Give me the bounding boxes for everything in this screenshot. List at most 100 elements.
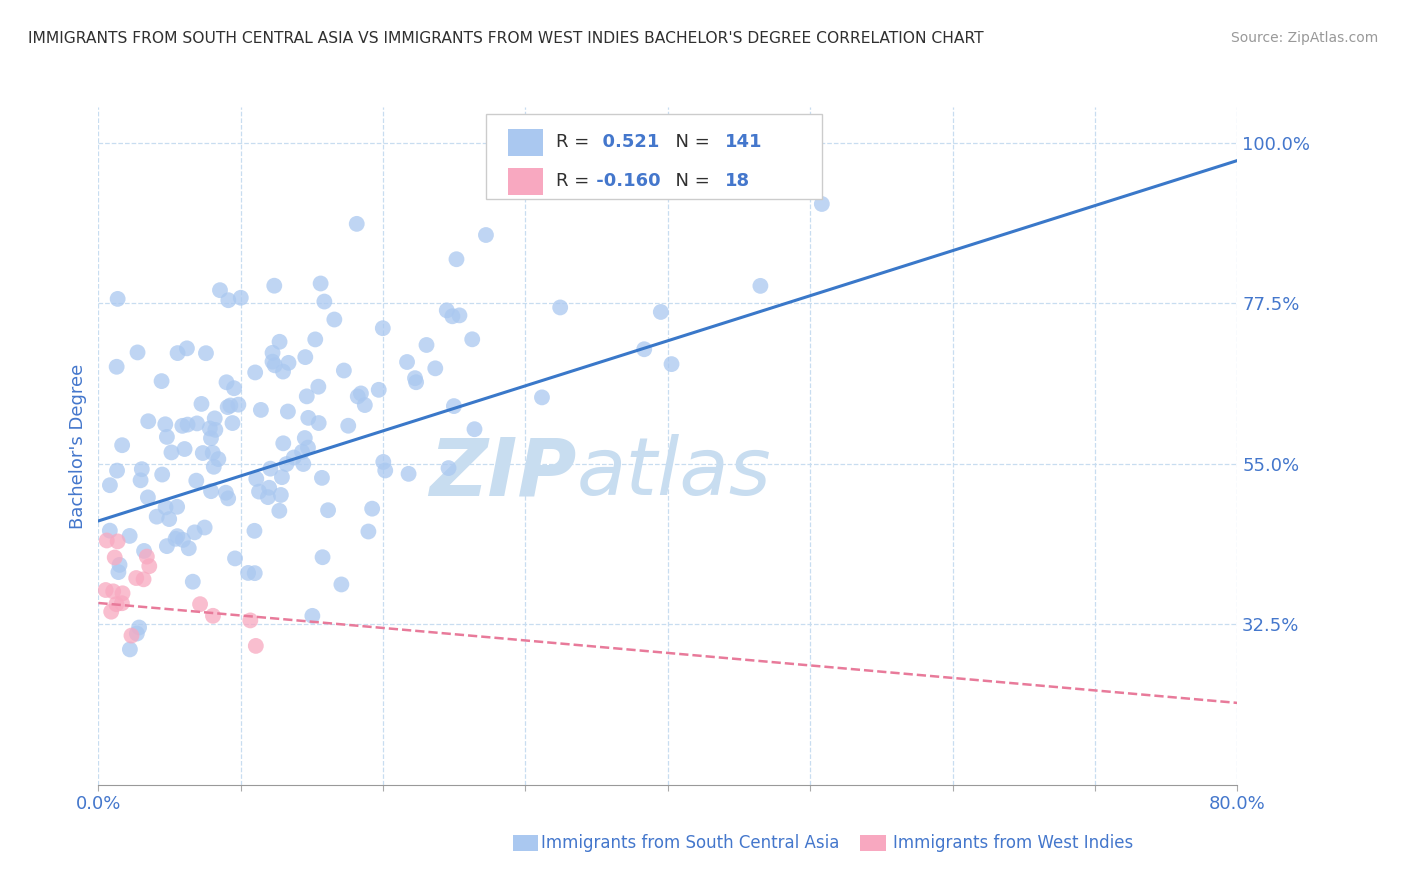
Point: [271, 436, 294, 450]
Point: [125, 571, 148, 585]
Point: [207, 452, 229, 467]
Point: [111, 586, 134, 600]
Point: [150, 467, 173, 482]
Point: [157, 512, 180, 526]
Point: [138, 559, 160, 574]
Point: [194, 520, 217, 534]
Point: [188, 597, 211, 611]
Point: [436, 303, 458, 318]
Point: [105, 597, 128, 611]
Point: [190, 397, 212, 411]
Point: [441, 310, 464, 324]
Point: [229, 291, 252, 305]
Text: 18: 18: [725, 172, 749, 190]
Y-axis label: Bachelor's Degree: Bachelor's Degree: [69, 363, 87, 529]
FancyBboxPatch shape: [509, 168, 543, 194]
Point: [245, 472, 267, 486]
Point: [371, 321, 394, 335]
Point: [160, 445, 183, 459]
Point: [811, 197, 834, 211]
Point: [131, 462, 153, 476]
Point: [243, 524, 266, 538]
Point: [194, 346, 217, 360]
Point: [277, 404, 299, 418]
Point: [316, 503, 339, 517]
Point: [94, 582, 117, 597]
Point: [121, 629, 143, 643]
Point: [200, 431, 222, 445]
Point: [415, 338, 437, 352]
Point: [104, 550, 127, 565]
Point: [107, 292, 129, 306]
Text: 141: 141: [725, 133, 762, 151]
Point: [245, 639, 267, 653]
Point: [145, 509, 167, 524]
Point: [228, 398, 250, 412]
Point: [165, 532, 187, 546]
Point: [150, 374, 173, 388]
Point: [301, 608, 323, 623]
Bar: [860, 835, 886, 851]
Point: [166, 346, 188, 360]
Point: [222, 381, 245, 395]
Point: [307, 380, 329, 394]
Point: [530, 390, 553, 404]
Point: [425, 361, 447, 376]
Point: [118, 529, 141, 543]
Point: [257, 490, 280, 504]
Point: [156, 430, 179, 444]
Point: [350, 386, 373, 401]
Point: [314, 294, 336, 309]
Point: [373, 455, 395, 469]
Point: [446, 252, 468, 267]
FancyBboxPatch shape: [509, 128, 543, 156]
Point: [215, 485, 238, 500]
Point: [270, 488, 292, 502]
Point: [262, 354, 284, 368]
Point: [125, 626, 148, 640]
Point: [186, 474, 208, 488]
Point: [128, 620, 150, 634]
Point: [294, 431, 316, 445]
Point: [215, 376, 238, 390]
Point: [277, 356, 299, 370]
Point: [224, 551, 246, 566]
Text: Immigrants from West Indies: Immigrants from West Indies: [872, 834, 1133, 852]
Point: [183, 525, 205, 540]
Point: [98, 478, 121, 492]
Point: [135, 549, 157, 564]
Point: [357, 524, 380, 539]
Point: [136, 414, 159, 428]
Point: [250, 403, 273, 417]
Point: [236, 566, 259, 580]
Point: [155, 417, 177, 432]
Point: [404, 371, 426, 385]
Point: [96, 533, 118, 548]
Point: [311, 550, 333, 565]
Point: [548, 301, 571, 315]
Point: [98, 524, 121, 538]
Point: [217, 293, 239, 308]
Point: [111, 438, 134, 452]
Point: [308, 416, 330, 430]
Point: [304, 333, 326, 347]
Point: [177, 541, 200, 556]
Point: [186, 417, 208, 431]
Point: [297, 410, 319, 425]
Text: Immigrants from South Central Asia: Immigrants from South Central Asia: [520, 834, 839, 852]
Point: [271, 365, 294, 379]
Point: [172, 418, 194, 433]
Point: [172, 533, 194, 547]
Point: [283, 450, 305, 465]
Text: R =: R =: [557, 172, 595, 190]
Point: [330, 577, 353, 591]
Point: [200, 484, 222, 499]
Point: [118, 642, 141, 657]
Point: [297, 441, 319, 455]
Point: [132, 572, 155, 586]
Point: [269, 504, 291, 518]
Point: [100, 605, 122, 619]
Point: [243, 366, 266, 380]
Point: [176, 417, 198, 432]
Point: [367, 383, 389, 397]
